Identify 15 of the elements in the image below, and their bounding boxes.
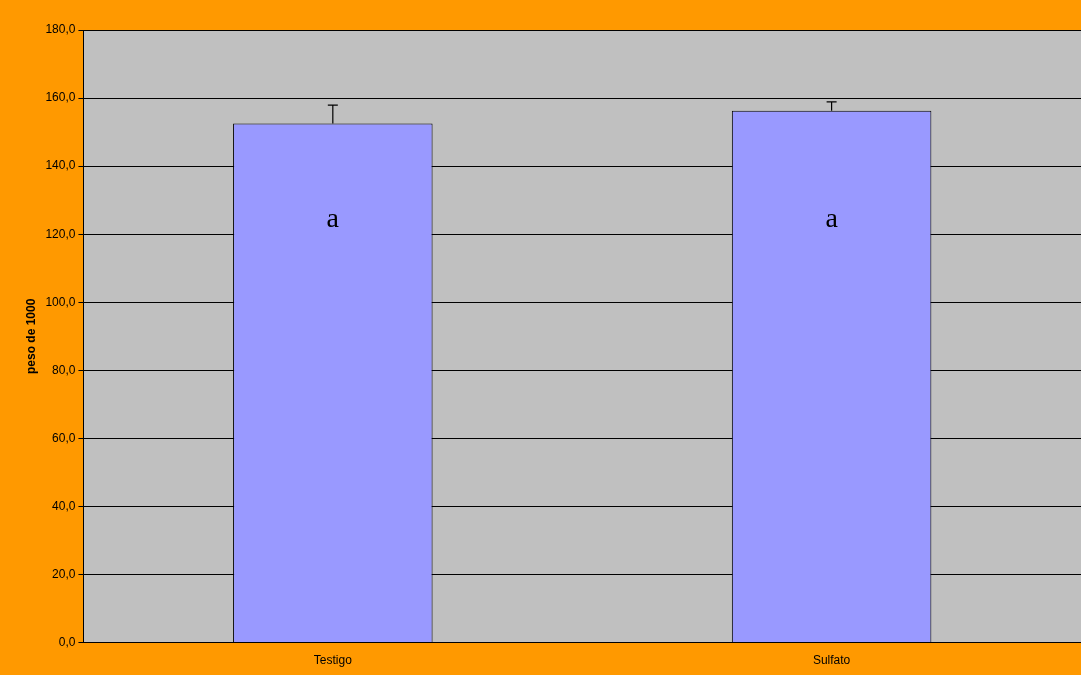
y-tick-label: 160,0: [45, 90, 76, 105]
y-tick-label: 120,0: [45, 226, 76, 241]
y-tick-label: 20,0: [52, 566, 76, 581]
y-tick-label: 60,0: [52, 430, 76, 445]
y-tick-label: 80,0: [52, 362, 76, 377]
y-tick-label: 0,0: [58, 634, 76, 649]
x-tick-label: Sulfato: [812, 653, 851, 668]
annotation: a: [326, 202, 340, 234]
x-tick-label: Testigo: [313, 653, 353, 668]
y-tick-label: 100,0: [45, 294, 76, 309]
annotation: a: [825, 202, 839, 234]
y-tick-label: 140,0: [45, 158, 76, 173]
y-tick-label: 180,0: [45, 22, 76, 37]
y-axis-title: peso de 1000: [23, 298, 38, 374]
y-tick-label: 40,0: [52, 498, 76, 513]
